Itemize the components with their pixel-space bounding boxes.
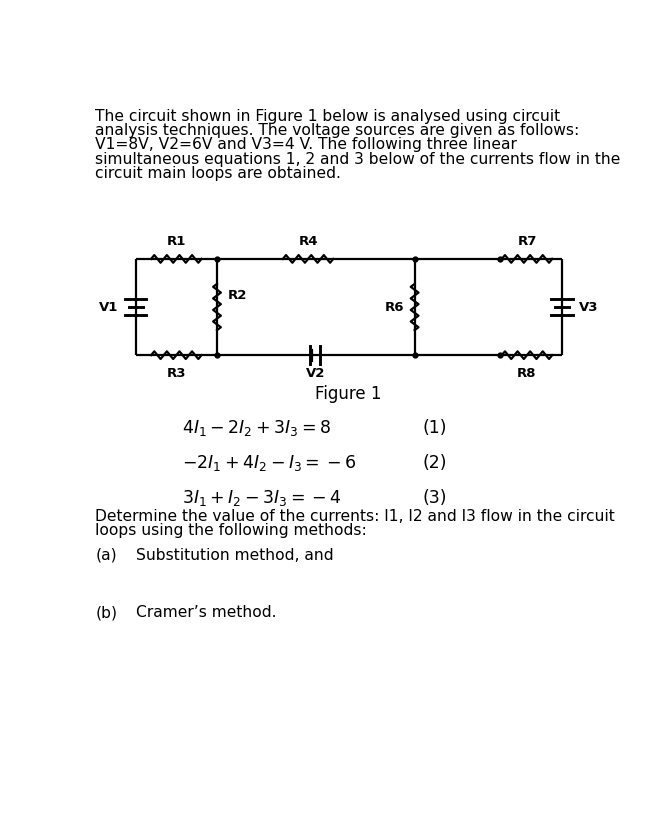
Text: $4I_1 - 2I_2 + 3I_3 = 8$: $4I_1 - 2I_2 + 3I_3 = 8$ — [182, 418, 331, 439]
Text: Substitution method, and: Substitution method, and — [135, 547, 333, 563]
Text: Determine the value of the currents: I1, I2 and I3 flow in the circuit: Determine the value of the currents: I1,… — [95, 509, 615, 524]
Text: V2: V2 — [306, 368, 326, 380]
Text: (1): (1) — [422, 420, 447, 437]
Text: analysis techniques. The voltage sources are given as follows:: analysis techniques. The voltage sources… — [95, 123, 579, 138]
Text: The circuit shown in Figure 1 below is analysed using circuit: The circuit shown in Figure 1 below is a… — [95, 109, 561, 123]
Text: (b): (b) — [95, 606, 117, 621]
Text: loops using the following methods:: loops using the following methods: — [95, 523, 367, 538]
Text: R4: R4 — [298, 235, 318, 249]
Text: $-2I_1 + 4I_2 - I_3 = -6$: $-2I_1 + 4I_2 - I_3 = -6$ — [182, 453, 356, 473]
Text: $3I_1 + I_2 - 3I_3 = -4$: $3I_1 + I_2 - 3I_3 = -4$ — [182, 487, 342, 508]
Text: V1=8V, V2=6V and V3=4 V. The following three linear: V1=8V, V2=6V and V3=4 V. The following t… — [95, 137, 517, 152]
Text: simultaneous equations 1, 2 and 3 below of the currents flow in the: simultaneous equations 1, 2 and 3 below … — [95, 151, 620, 166]
Text: (a): (a) — [95, 547, 117, 563]
Text: R7: R7 — [518, 235, 536, 249]
Text: V3: V3 — [579, 300, 598, 314]
Text: Figure 1: Figure 1 — [316, 384, 382, 402]
Text: R1: R1 — [167, 235, 186, 249]
Text: (2): (2) — [422, 454, 447, 472]
Text: R6: R6 — [384, 300, 404, 314]
Text: circuit main loops are obtained.: circuit main loops are obtained. — [95, 165, 341, 181]
Text: (3): (3) — [422, 489, 447, 507]
Text: Cramer’s method.: Cramer’s method. — [135, 606, 276, 621]
Text: R2: R2 — [228, 289, 247, 302]
Text: R3: R3 — [167, 368, 186, 380]
Text: V1: V1 — [99, 300, 118, 314]
Text: R8: R8 — [518, 368, 537, 380]
